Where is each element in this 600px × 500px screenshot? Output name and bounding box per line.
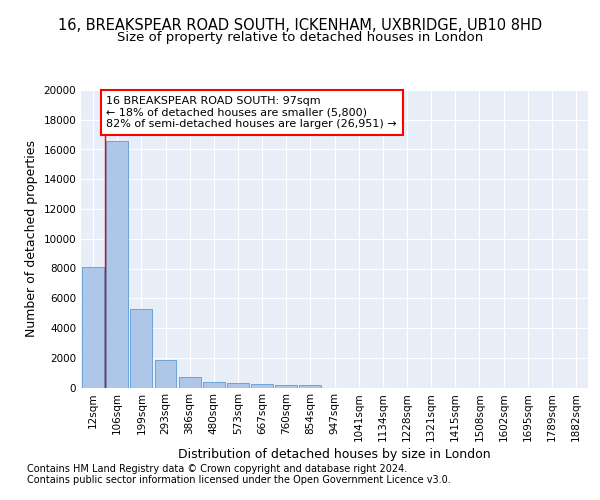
Text: 16, BREAKSPEAR ROAD SOUTH, ICKENHAM, UXBRIDGE, UB10 8HD: 16, BREAKSPEAR ROAD SOUTH, ICKENHAM, UXB… (58, 18, 542, 32)
Bar (227, 384, 249, 388)
Text: Size of property relative to detached houses in London: Size of property relative to detached ho… (117, 31, 483, 44)
Bar (275, 384, 297, 388)
Bar (82, 267, 104, 388)
Text: Contains HM Land Registry data © Crown copyright and database right 2024.: Contains HM Land Registry data © Crown c… (27, 464, 407, 474)
Text: 16 BREAKSPEAR ROAD SOUTH: 97sqm
← 18% of detached houses are smaller (5,800)
82%: 16 BREAKSPEAR ROAD SOUTH: 97sqm ← 18% of… (106, 96, 397, 129)
X-axis label: Distribution of detached houses by size in London: Distribution of detached houses by size … (178, 448, 491, 461)
Bar (130, 308, 152, 388)
Y-axis label: Number of detached properties: Number of detached properties (25, 140, 38, 337)
Bar (203, 382, 224, 388)
Bar (106, 140, 128, 388)
Bar (299, 385, 321, 388)
Text: Contains public sector information licensed under the Open Government Licence v3: Contains public sector information licen… (27, 475, 451, 485)
Bar (251, 384, 273, 388)
Bar (179, 377, 200, 388)
Bar (155, 360, 176, 388)
